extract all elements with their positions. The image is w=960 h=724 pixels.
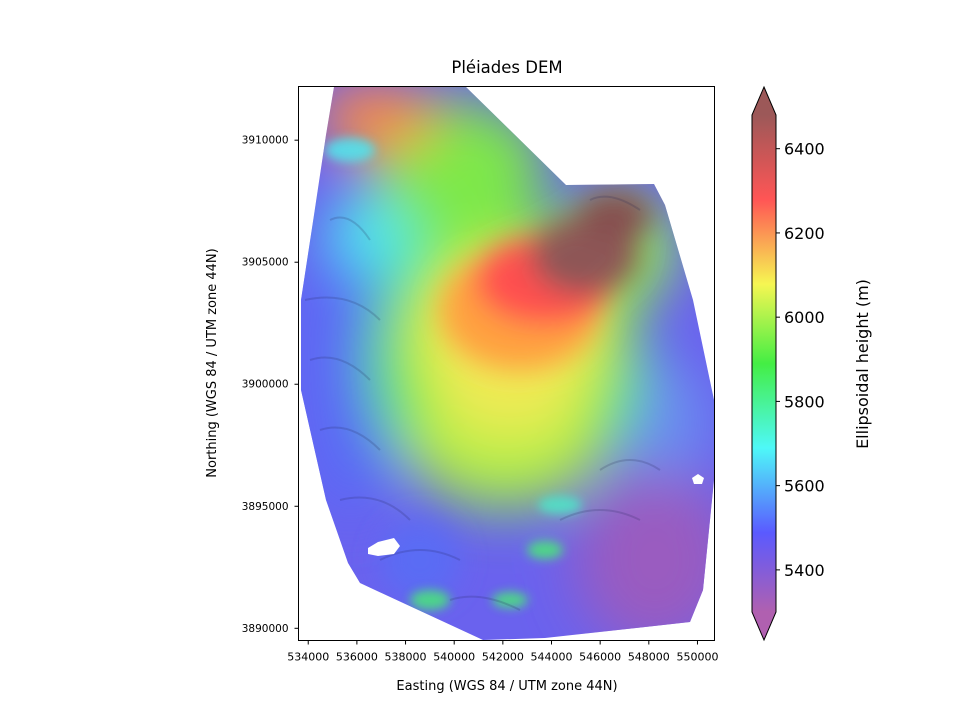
dem-southeast-lowland — [575, 470, 715, 640]
y-tick-label: 3905000 — [242, 257, 289, 269]
dem-east-slope — [620, 360, 710, 480]
x-tick-label: 550000 — [676, 651, 718, 664]
dem-north-blue-ridge — [325, 138, 375, 162]
map-title: Pléiades DEM — [451, 58, 562, 77]
dem-south-hill-1 — [410, 590, 450, 610]
colorbar-ticks: 5400 5600 5800 6000 6200 6400 — [776, 140, 825, 580]
colorbar-tick-label: 5600 — [784, 477, 825, 496]
dem-west-slopes — [301, 200, 405, 520]
colorbar-tick-label: 5800 — [784, 392, 825, 411]
colorbar-tick-label: 5400 — [784, 561, 825, 580]
y-tick-label: 3890000 — [242, 623, 289, 635]
dem-raster — [301, 87, 715, 640]
x-tick-label: 538000 — [385, 651, 427, 664]
colorbar-tick-label: 6200 — [784, 224, 825, 243]
colorbar-extend-min — [752, 612, 776, 640]
colorbar-extend-max — [752, 87, 776, 115]
x-tick-label: 534000 — [287, 651, 329, 664]
no-data-holes — [368, 474, 704, 556]
x-tick-label: 544000 — [531, 651, 573, 664]
colorbar: 5400 5600 5800 6000 6200 6400 Ellipsoidal hei… — [751, 85, 872, 642]
y-axis-ticks: 3890000 3895000 3900000 3905000 3910000 — [242, 135, 299, 635]
dem-northwest-ridge — [315, 87, 435, 153]
colorbar-outline — [751, 85, 777, 642]
colorbar-tick-label: 6000 — [784, 308, 825, 327]
y-axis-label: Northing (WGS 84 / UTM zone 44N) — [205, 248, 220, 477]
colorbar-tick-label: 6400 — [784, 140, 825, 159]
dem-south-hill-3 — [492, 592, 528, 608]
x-axis-label: Easting (WGS 84 / UTM zone 44N) — [396, 679, 617, 694]
x-tick-label: 546000 — [579, 651, 621, 664]
colorbar-gradient — [752, 115, 776, 612]
x-tick-label: 540000 — [433, 651, 475, 664]
y-tick-label: 3910000 — [242, 135, 289, 147]
colorbar-label: Ellipsoidal height (m) — [853, 279, 872, 449]
dem-south-hill-2 — [527, 541, 563, 559]
dem-southwest-hills — [380, 520, 460, 600]
dem-summit-area-north — [577, 190, 653, 240]
dem-south-hill-4 — [538, 496, 582, 514]
x-axis-ticks: 534000 536000 538000 540000 542000 544000 5460… — [287, 640, 718, 664]
x-tick-label: 548000 — [628, 651, 670, 664]
hillshade-texture — [304, 195, 661, 611]
y-tick-label: 3900000 — [242, 379, 289, 391]
y-tick-label: 3895000 — [242, 501, 289, 513]
x-tick-label: 542000 — [482, 651, 524, 664]
x-tick-label: 536000 — [336, 651, 378, 664]
plot-frame — [298, 86, 715, 641]
